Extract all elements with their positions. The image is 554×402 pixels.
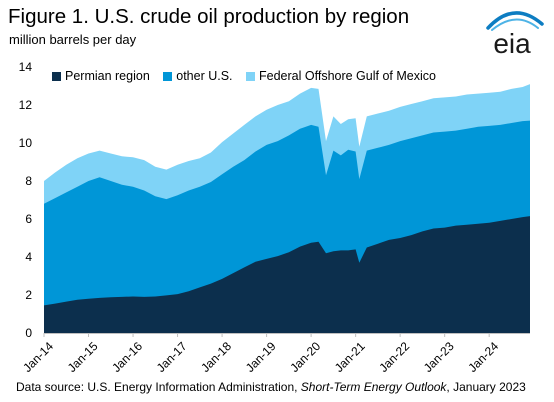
legend-label-gulf: Federal Offshore Gulf of Mexico [259,69,436,83]
legend-swatch-gulf [246,72,256,81]
x-tick-label: Jan-18 [198,339,234,375]
x-axis: Jan-14 Jan-15 Jan-16 Jan-17 Jan-18 Jan-19 Jan-… [20,333,501,375]
legend-item-other-us: other U.S. [163,69,233,84]
legend-label-permian: Permian region [65,69,150,83]
x-tick-label: Jan-16 [109,339,145,375]
x-tick-label: Jan-15 [65,339,101,375]
x-tick-label: Jan-21 [332,339,368,375]
chart-areas [44,84,530,333]
legend-swatch-other-us [163,72,173,81]
logo-text: eia [493,28,531,58]
y-tick-label: 4 [25,250,32,264]
data-source-note: Data source: U.S. Energy Information Adm… [16,380,526,394]
chart-title: Figure 1. U.S. crude oil production by r… [8,5,410,28]
y-tick-label: 10 [19,136,33,150]
x-tick-label: Jan-20 [287,339,323,375]
x-tick-label: Jan-19 [243,339,279,375]
legend-label-other-us: other U.S. [176,69,233,83]
source-prefix: Data source: U.S. Energy Information Adm… [16,380,301,394]
legend-item-permian: Permian region [52,69,150,84]
x-tick-label: Jan-24 [465,339,501,375]
y-tick-label: 14 [19,60,33,74]
y-axis: 0 2 4 6 8 10 12 14 [19,60,33,340]
y-tick-label: 0 [25,326,32,340]
y-axis-unit-label: million barrels per day [9,32,137,47]
x-tick-label: Jan-22 [376,339,412,375]
legend-swatch-permian [52,72,61,81]
x-tick-label: Jan-23 [421,339,457,375]
y-tick-label: 8 [25,174,32,188]
source-suffix: , January 2023 [446,380,526,394]
x-tick-label: Jan-14 [20,339,56,375]
eia-logo-icon: eia [486,11,544,58]
logo-arc-inner-icon [491,18,539,31]
source-report: Short-Term Energy Outlook [300,380,447,394]
legend-item-gulf: Federal Offshore Gulf of Mexico [246,69,436,84]
y-tick-label: 12 [19,98,33,112]
y-tick-label: 6 [25,212,32,226]
area-permian [44,216,530,333]
chart-legend: Permian region other U.S. Federal Offsho… [52,69,446,85]
y-tick-label: 2 [25,288,32,302]
logo-arc-icon [486,11,544,30]
x-tick-label: Jan-17 [154,339,190,375]
